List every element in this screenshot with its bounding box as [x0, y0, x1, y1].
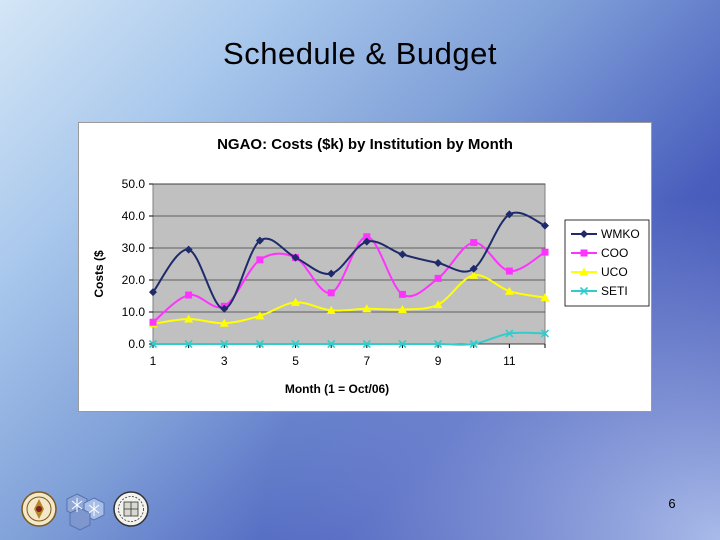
data-point-seti — [398, 339, 407, 349]
legend-marker-seti — [579, 286, 589, 296]
y-tick-label: 0.0 — [128, 337, 145, 351]
y-tick-label: 50.0 — [122, 177, 146, 191]
x-tick-label: 11 — [503, 354, 516, 368]
chart-title: NGAO: Costs ($k) by Institution by Month — [217, 136, 513, 153]
x-tick-label: 1 — [150, 354, 157, 368]
data-point-seti-stroke — [540, 329, 550, 338]
data-point-coo — [363, 233, 371, 241]
data-point-seti — [540, 329, 550, 338]
data-point-uco — [540, 293, 550, 302]
x-tick-label: 7 — [363, 354, 370, 368]
legend-label-seti: SETI — [601, 284, 628, 298]
university-seal-icon — [21, 491, 57, 527]
y-tick-label: 10.0 — [122, 305, 146, 319]
data-point-wmko — [184, 245, 193, 254]
data-point-coo — [149, 318, 157, 326]
institutional-crest-icon — [113, 491, 149, 527]
legend-marker-wmko — [580, 230, 588, 238]
data-point-wmko — [255, 236, 264, 245]
legend-label-wmko: WMKO — [601, 227, 640, 241]
data-point-wmko — [469, 264, 478, 273]
data-point-wmko — [291, 253, 300, 262]
data-point-uco — [326, 305, 336, 314]
data-point-seti-stroke — [327, 339, 336, 349]
data-point-seti-stroke — [362, 339, 371, 349]
data-point-coo — [327, 289, 335, 297]
data-point-coo — [185, 291, 193, 299]
x-tick-label: 5 — [292, 354, 299, 368]
data-point-coo — [505, 267, 513, 275]
data-point-seti-stroke — [434, 339, 443, 349]
data-point-seti-stroke — [148, 339, 158, 349]
y-axis-label: Costs ($ — [92, 250, 106, 298]
data-point-seti-stroke — [255, 339, 264, 349]
data-point-wmko — [327, 269, 336, 278]
data-point-wmko — [505, 210, 514, 219]
y-tick-label: 30.0 — [122, 241, 146, 255]
legend-marker-seti-stroke — [579, 286, 589, 296]
data-point-coo — [398, 290, 406, 298]
snowflake-crystal-icon — [66, 493, 105, 531]
data-point-seti — [505, 329, 514, 338]
data-point-wmko — [398, 250, 407, 259]
data-point-seti — [255, 339, 264, 349]
logo-strip — [20, 488, 160, 537]
data-point-seti-stroke — [398, 339, 407, 349]
data-point-uco — [362, 304, 372, 313]
data-point-uco — [504, 286, 514, 295]
legend-marker-coo — [580, 249, 588, 257]
data-point-uco — [255, 311, 265, 320]
data-point-seti — [184, 339, 193, 349]
x-axis-label: Month (1 = Oct/06) — [285, 382, 389, 396]
data-point-seti-stroke — [505, 329, 514, 338]
data-point-uco — [397, 304, 407, 313]
y-tick-label: 40.0 — [122, 209, 146, 223]
data-point-wmko — [220, 304, 229, 313]
data-point-wmko — [149, 288, 157, 297]
x-tick-label: 3 — [221, 354, 228, 368]
data-point-wmko — [541, 221, 549, 230]
data-point-wmko — [434, 259, 443, 268]
data-point-coo — [541, 248, 549, 256]
slide-title: Schedule & Budget — [223, 36, 497, 71]
legend-label-coo: COO — [601, 246, 628, 260]
legend-label-uco: UCO — [601, 265, 628, 279]
data-point-seti — [148, 339, 158, 349]
data-point-seti — [327, 339, 336, 349]
data-point-seti — [469, 339, 478, 349]
data-point-uco — [291, 297, 301, 306]
chart-frame: NGAO: Costs ($k) by Institution by Month… — [78, 122, 652, 412]
series-line-wmko — [152, 211, 546, 310]
data-point-coo — [434, 274, 442, 282]
data-point-seti-stroke — [184, 339, 193, 349]
data-point-seti — [291, 339, 300, 349]
data-point-seti-stroke — [469, 339, 478, 349]
data-point-seti-stroke — [291, 339, 300, 349]
data-point-seti — [362, 339, 371, 349]
data-point-coo — [470, 239, 478, 247]
series-line-uco — [152, 274, 546, 325]
cost-line-chart: NGAO: Costs ($k) by Institution by Month… — [92, 136, 650, 396]
data-point-seti — [220, 339, 229, 349]
legend-marker-uco — [579, 267, 589, 276]
data-point-coo — [256, 256, 264, 264]
data-point-uco — [469, 270, 479, 279]
y-tick-label: 20.0 — [122, 273, 146, 287]
data-point-uco — [433, 300, 443, 309]
data-point-uco — [184, 314, 194, 323]
data-point-seti-stroke — [220, 339, 229, 349]
series-line-seti — [153, 331, 546, 346]
x-tick-label: 9 — [435, 354, 442, 368]
data-point-seti — [434, 339, 443, 349]
data-point-uco — [219, 318, 229, 327]
data-point-wmko — [362, 237, 371, 246]
page-number: 6 — [668, 496, 676, 511]
